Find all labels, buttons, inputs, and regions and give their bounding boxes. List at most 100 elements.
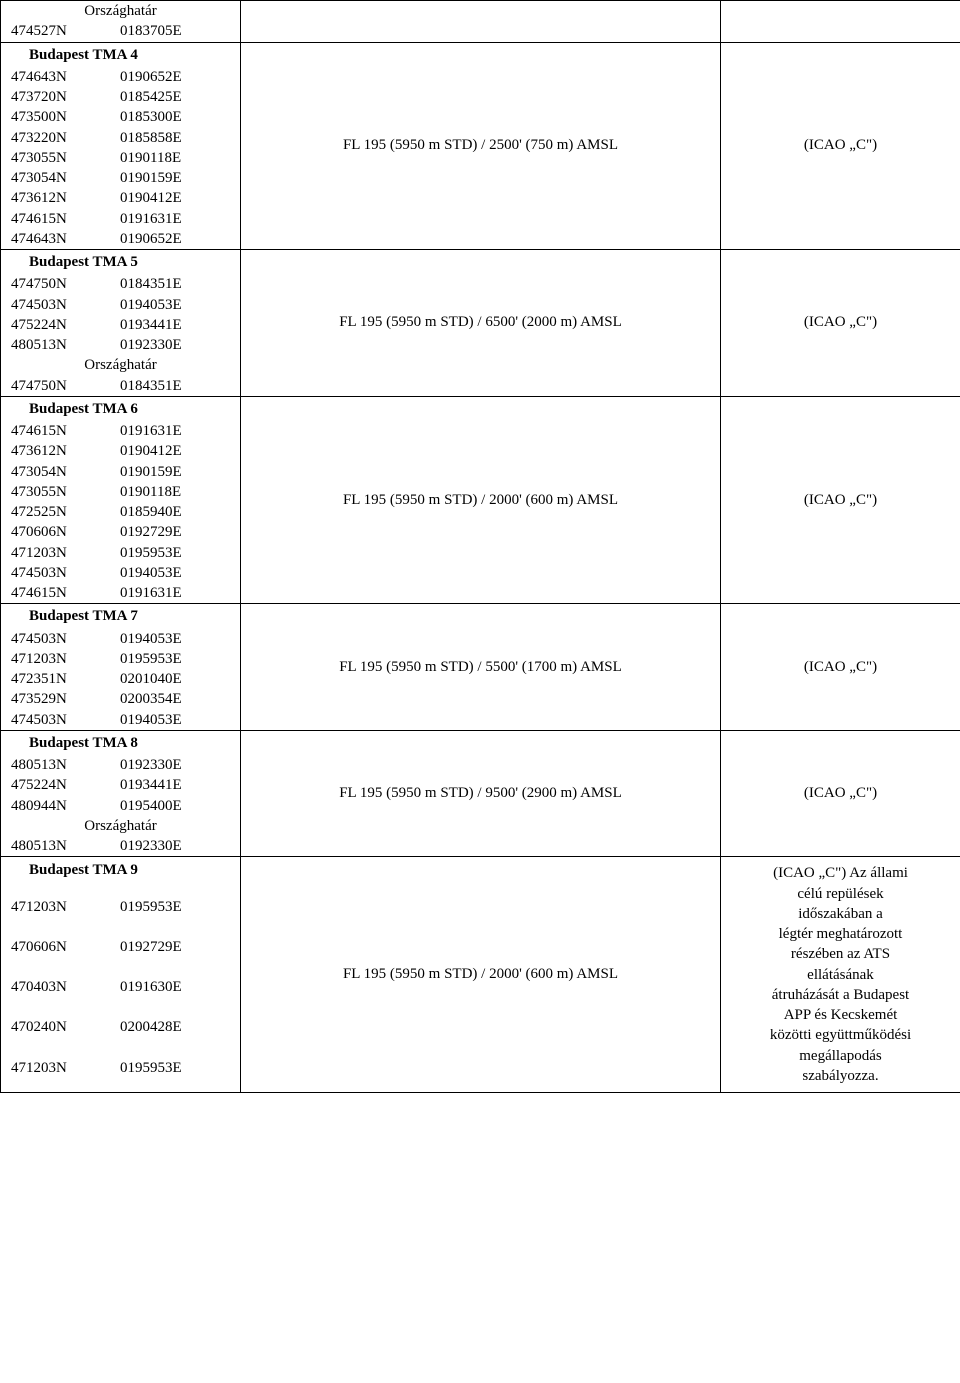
- coord-lat: 472351N: [7, 669, 102, 689]
- coord-lat: 474527N: [7, 21, 102, 41]
- airspace-table: Országhatár474527N0183705EBudapest TMA 4…: [0, 0, 960, 1093]
- coord-row: 475224N0193441E: [1, 315, 240, 335]
- coord-lat: 473054N: [7, 168, 102, 188]
- coord-lon: 0190652E: [102, 67, 234, 87]
- coord-lat: 475224N: [7, 315, 102, 335]
- coord-lon: 0190118E: [102, 148, 234, 168]
- coord-row: 473612N0190412E: [1, 188, 240, 208]
- coord-lat: 474503N: [7, 295, 102, 315]
- section-title: Budapest TMA 6: [5, 399, 236, 419]
- coord-lat: 473054N: [7, 462, 102, 482]
- class-cell: (ICAO „C"): [721, 730, 960, 857]
- section-title-cell: Budapest TMA 6: [1, 396, 241, 421]
- coord-lat: 474615N: [7, 583, 102, 603]
- class-text-line: közötti együttműködési: [735, 1025, 946, 1045]
- coord-row: 475224N0193441E: [1, 775, 240, 795]
- coord-lon: 0190412E: [102, 188, 234, 208]
- coord-lon: 0194053E: [102, 295, 234, 315]
- coord-lon: 0191630E: [102, 977, 234, 997]
- coords-cell: 480513N0192330E475224N0193441E480944N019…: [1, 755, 241, 857]
- limits-cell: FL 195 (5950 m STD) / 2500' (750 m) AMSL: [241, 42, 721, 250]
- coord-row: 473220N0185858E: [1, 128, 240, 148]
- coord-row: 470606N0192729E: [1, 927, 240, 967]
- coord-lon: 0185940E: [102, 502, 234, 522]
- coord-row: 474527N0183705E: [1, 21, 240, 41]
- coord-lon: 0190652E: [102, 229, 234, 249]
- coord-lon: 0195953E: [102, 543, 234, 563]
- coord-row: 474750N0184351E: [1, 376, 240, 396]
- coord-row: 474503N0194053E: [1, 563, 240, 583]
- coord-lon: 0184351E: [102, 376, 234, 396]
- coord-row: 473055N0190118E: [1, 148, 240, 168]
- limits-cell: FL 195 (5950 m STD) / 5500' (1700 m) AMS…: [241, 604, 721, 731]
- coord-lon: 0195400E: [102, 796, 234, 816]
- coords-cell: 474750N0184351E474503N0194053E475224N019…: [1, 274, 241, 396]
- coord-row: 472351N0201040E: [1, 669, 240, 689]
- boundary-word: Országhatár: [1, 1, 240, 21]
- coord-row: 473529N0200354E: [1, 689, 240, 709]
- coord-row: 474503N0194053E: [1, 710, 240, 730]
- coord-lat: 473720N: [7, 87, 102, 107]
- coord-row: 480513N0192330E: [1, 755, 240, 775]
- coord-lat: 473220N: [7, 128, 102, 148]
- coord-row: 473055N0190118E: [1, 482, 240, 502]
- coords-cell: 474615N0191631E473612N0190412E473054N019…: [1, 421, 241, 604]
- coord-lat: 480513N: [7, 335, 102, 355]
- coord-row: 474503N0194053E: [1, 629, 240, 649]
- coord-row: 480944N0195400E: [1, 796, 240, 816]
- coord-lat: 473055N: [7, 482, 102, 502]
- coord-lon: 0183705E: [102, 21, 234, 41]
- coord-lon: 0193441E: [102, 775, 234, 795]
- coord-lat: 475224N: [7, 775, 102, 795]
- coord-lat: 474750N: [7, 376, 102, 396]
- coord-lon: 0191631E: [102, 583, 234, 603]
- coord-lat: 471203N: [7, 649, 102, 669]
- boundary-word: Országhatár: [1, 816, 240, 836]
- class-text-line: (ICAO „C") Az állami: [735, 863, 946, 883]
- coord-row: 474750N0184351E: [1, 274, 240, 294]
- section-title: Budapest TMA 5: [5, 252, 236, 272]
- coord-lon: 0185300E: [102, 107, 234, 127]
- class-text-line: átruházását a Budapest: [735, 985, 946, 1005]
- coord-lat: 474615N: [7, 209, 102, 229]
- class-cell: (ICAO „C"): [721, 250, 960, 397]
- coord-lat: 471203N: [7, 897, 102, 917]
- coord-row: 473054N0190159E: [1, 462, 240, 482]
- coord-lon: 0195953E: [102, 897, 234, 917]
- section-title-cell: Budapest TMA 7: [1, 604, 241, 629]
- coord-lat: 471203N: [7, 543, 102, 563]
- section-title-cell: Budapest TMA 4: [1, 42, 241, 67]
- coords-cell: Országhatár474527N0183705E: [1, 1, 241, 43]
- coord-row: 473500N0185300E: [1, 107, 240, 127]
- coord-lat: 473055N: [7, 148, 102, 168]
- coord-lon: 0192729E: [102, 522, 234, 542]
- coord-row: 471203N0195953E: [1, 543, 240, 563]
- class-text-line: célú repülések: [735, 884, 946, 904]
- coord-lon: 0201040E: [102, 669, 234, 689]
- coord-row: 473054N0190159E: [1, 168, 240, 188]
- coord-lat: 474750N: [7, 274, 102, 294]
- coords-cell: 474503N0194053E471203N0195953E472351N020…: [1, 629, 241, 731]
- coord-row: 470240N0200428E: [1, 1007, 240, 1047]
- coord-lon: 0194053E: [102, 563, 234, 583]
- class-text-line: APP és Kecskemét: [735, 1005, 946, 1025]
- coord-row: 471203N0195953E: [1, 649, 240, 669]
- limits-cell: FL 195 (5950 m STD) / 2000' (600 m) AMSL: [241, 396, 721, 604]
- coords-cell: 474643N0190652E473720N0185425E473500N018…: [1, 67, 241, 250]
- coord-lat: 480944N: [7, 796, 102, 816]
- coord-lat: 474643N: [7, 229, 102, 249]
- class-cell: (ICAO „C"): [721, 396, 960, 604]
- section-title: Budapest TMA 9: [5, 860, 236, 880]
- coord-row: 474615N0191631E: [1, 421, 240, 441]
- coord-lat: 473500N: [7, 107, 102, 127]
- class-text-line: megállapodás: [735, 1046, 946, 1066]
- coord-lon: 0194053E: [102, 710, 234, 730]
- coord-lon: 0193441E: [102, 315, 234, 335]
- coord-lon: 0190412E: [102, 441, 234, 461]
- coord-lat: 470606N: [7, 937, 102, 957]
- coord-row: 470403N0191630E: [1, 967, 240, 1007]
- coord-lat: 470240N: [7, 1017, 102, 1037]
- coord-lat: 474615N: [7, 421, 102, 441]
- coord-lon: 0192330E: [102, 836, 234, 856]
- coord-lat: 471203N: [7, 1058, 102, 1078]
